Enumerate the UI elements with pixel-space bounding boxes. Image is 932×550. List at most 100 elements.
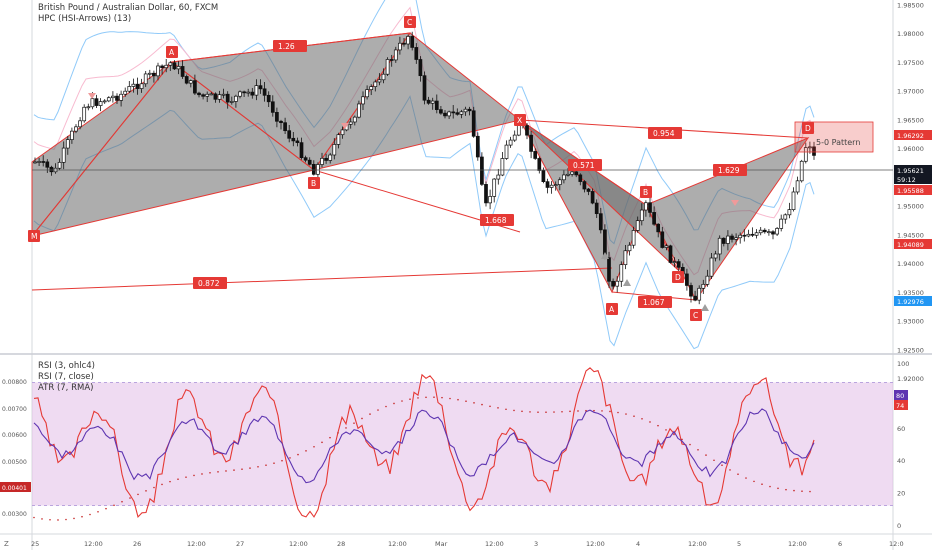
candle-body [611,280,615,287]
rsi-tag-bg [894,400,908,410]
hsi-up-arrow [601,252,609,259]
rsi-scale-label: 100 [897,360,909,368]
atr-dot [49,518,51,521]
atr-dot [673,433,675,436]
ratio-text: 1.668 [485,216,507,225]
price-tag: 1.94089 [894,239,932,249]
candle-body [332,144,337,156]
candle-body [340,129,345,136]
rsi7-label[interactable]: RSI (7, close) [38,372,94,382]
atr-dot [257,465,259,468]
rsi-scale-label: 20 [897,490,905,498]
indicator-label[interactable]: HPC (HSI-Arrows) (13) [38,14,132,24]
candle-body [504,144,509,159]
candle-body [111,95,115,99]
atr-dot [73,517,75,520]
atr-dot [305,450,307,452]
candle-body [594,202,599,215]
atr-dot [265,464,267,466]
atr-label[interactable]: ATR (7, RMA) [38,383,94,393]
candle-body [188,80,193,84]
candle-body [762,229,767,233]
candle-body [119,93,123,101]
candle-body [123,90,128,95]
atr-dot [609,410,611,413]
candle-body [566,173,570,176]
atr-dot [457,398,459,401]
atr-scale-label: 0.00800 [2,379,27,386]
candle-body [471,110,476,137]
candle-body [127,86,132,92]
candle-body [389,59,394,61]
candle-body [180,66,185,77]
ratio-bg [648,127,682,139]
candle-body [197,92,201,96]
atr-value-tag: 0.00401 [0,482,31,492]
atr-dot [809,490,811,493]
rsi3-label[interactable]: RSI (3, ohlc4) [38,361,95,371]
candle-body [430,100,435,104]
point-label-bg [514,114,526,126]
price-tick-label: 1.98500 [897,1,924,9]
atr-dot [721,464,723,467]
candle-body [635,220,640,231]
atr-dot [545,411,547,414]
price-tag-text: 1.94089 [897,241,924,249]
price-tick-label: 1.92500 [897,346,924,354]
candle-body [721,237,726,244]
atr-dot [337,432,339,434]
atr-dots [33,396,811,521]
price-tick-label: 1.97500 [897,59,924,67]
candle-body [381,73,386,81]
candle-body [156,65,160,77]
point-label-text: A [169,48,175,57]
point-label-m: M [28,230,40,242]
candle-body [307,159,312,165]
candle-body [357,103,361,118]
price-tag: 1.95621 [894,165,932,175]
ratio-bg [480,214,514,226]
candle-body [689,285,693,297]
point-label-text: M [31,232,37,241]
candle-body [451,111,456,114]
atr-dot [89,513,91,516]
atr-tag-text: 0.00401 [2,485,27,492]
ratio-text: 1.629 [718,166,740,175]
candle-body [537,158,542,171]
candle-body [147,72,152,75]
price-tag-text: 1.95588 [897,187,924,195]
candle-body [426,99,431,104]
candle-body [598,213,603,231]
atr-dot [713,459,715,462]
candle-body [447,111,451,117]
candle-body [812,146,816,156]
atr-dot [649,421,651,423]
atr-dot [577,410,579,412]
symbol-title[interactable]: British Pound / Australian Dollar, 60, F… [38,3,219,13]
time-tick-label: 6 [838,540,842,548]
atr-dot [417,397,419,399]
candle-body [283,122,287,132]
time-tick-label: 12:0 [889,540,904,548]
ratio-label: 1.067 [638,296,672,308]
candle-body [90,98,95,108]
candle-body [685,273,689,286]
time-tick-label: 28 [337,540,345,548]
atr-dot [137,493,139,496]
atr-dot [209,471,211,474]
candle-body [258,85,263,90]
candle-body [193,80,197,94]
atr-dot [785,488,787,491]
candle-body [607,257,611,282]
price-tag-bg [894,296,932,306]
rsi-tag-text: 80 [896,392,904,400]
candle-body [299,142,304,159]
candle-body [529,134,533,152]
price-tag-bg [894,239,932,249]
atr-dot [641,417,643,420]
candle-body [270,101,275,113]
candle-body [102,100,107,103]
atr-dot [593,409,595,412]
price-tag-bg [894,130,932,140]
